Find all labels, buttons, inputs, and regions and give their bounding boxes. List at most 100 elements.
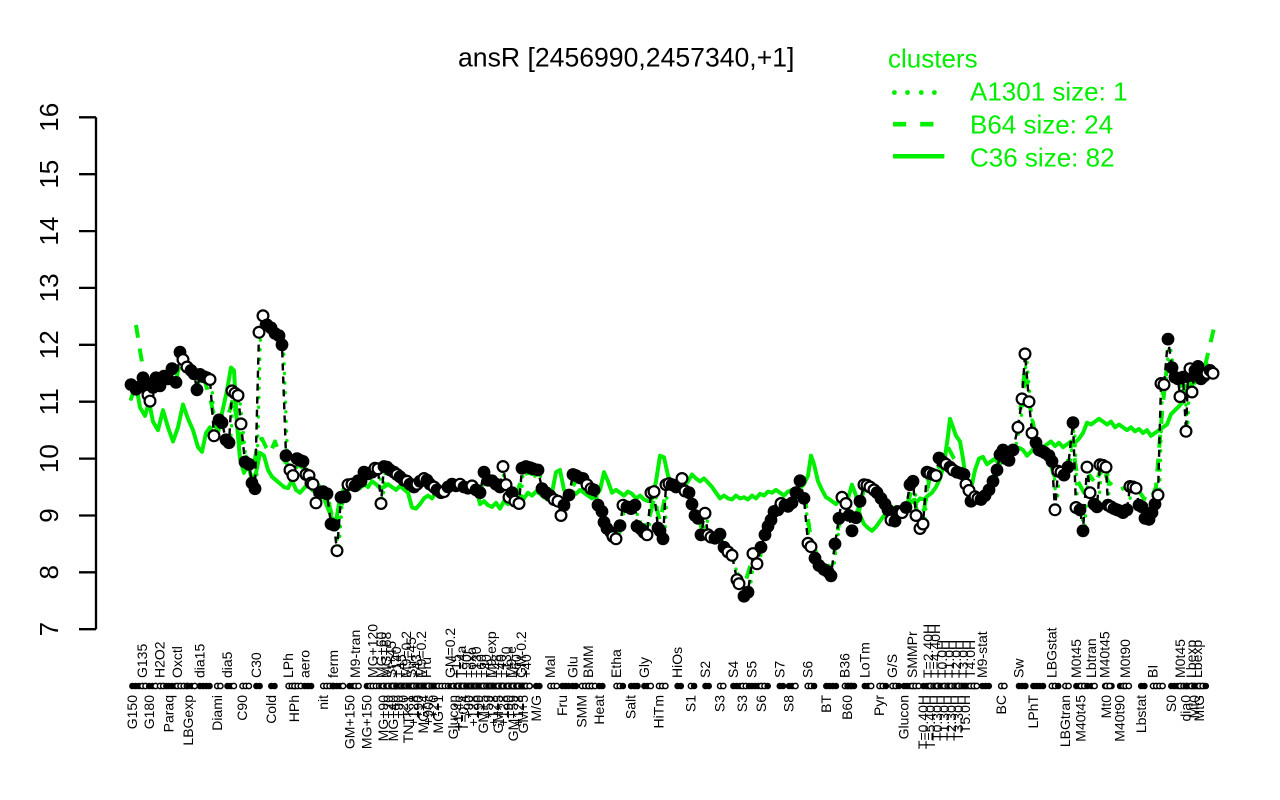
svg-text:+45: +45 [393,654,409,678]
svg-text:St+45: St+45 [383,641,399,678]
svg-text:S5: S5 [744,661,760,678]
svg-text:T0.0H: T0.0H [934,640,950,678]
svg-text:BMM: BMM [580,645,596,678]
svg-text:M9-stat: M9-stat [974,631,990,678]
svg-text:+130: +130 [468,646,484,678]
svg-text:+40: +40 [493,654,509,678]
svg-text:T5.0H: T5.0H [957,695,973,733]
svg-text:HiTm: HiTm [651,695,667,728]
svg-text:MG+60: MG+60 [373,631,389,678]
svg-text:+128: +128 [485,695,501,727]
svg-text:H2O2: H2O2 [152,641,168,678]
svg-text:+1.4e: +1.4e [450,695,466,731]
svg-text:MG+40: MG+40 [385,695,401,742]
svg-text:T=4.40H: T=4.40H [927,624,943,678]
svg-text:GM+5: GM+5 [490,695,506,734]
svg-text:+90: +90 [460,695,476,719]
svg-text:nit: nit [315,695,331,710]
svg-text:HiOs: HiOs [669,647,685,678]
svg-text:MG+68: MG+68 [378,631,394,678]
svg-text:T2.30H: T2.30H [943,695,959,741]
svg-text:T2.0H: T2.0H [948,640,964,678]
svg-text:+130: +130 [498,646,514,678]
svg-text:7: 7 [34,622,64,636]
svg-text:+40: +40 [518,654,534,678]
svg-text:GM+5: GM+5 [515,695,531,734]
svg-text:M9=0.2: M9=0.2 [398,631,414,678]
svg-text:T=5.40H: T=5.40H [922,695,938,749]
svg-text:clusters: clusters [888,44,978,74]
svg-text:BT: BT [818,695,834,713]
svg-text:S8: S8 [781,695,797,712]
svg-text:M40t45: M40t45 [1073,695,1089,742]
svg-text:+128: +128 [465,695,481,727]
svg-text:LoTm: LoTm [856,642,872,678]
svg-text:Sw: Sw [1011,658,1027,678]
svg-text:+59: +59 [480,695,496,719]
svg-text:dia0: dia0 [1177,695,1193,722]
svg-text:dia5: dia5 [219,651,235,678]
svg-text:Etha: Etha [608,649,624,678]
svg-text:LBGstat: LBGstat [1043,627,1059,678]
svg-text:+128: +128 [495,695,511,727]
svg-text:M0t45: M0t45 [1172,639,1188,678]
svg-text:aero: aero [296,650,312,678]
svg-text:Oxctl: Oxctl [169,646,185,678]
svg-text:G180: G180 [141,695,157,729]
svg-text:Gly: Gly [636,657,652,678]
svg-text:M9-tran: M9-tran [347,630,363,678]
svg-text:14: 14 [34,217,64,246]
svg-text:Fru: Fru [554,695,570,716]
svg-text:Lbstat: Lbstat [1133,695,1149,733]
svg-text:GM-0.2: GM-0.2 [513,631,529,678]
svg-text:GM=0.2: GM=0.2 [442,628,458,678]
svg-text:M9-e: M9-e [503,646,519,678]
svg-text:S3: S3 [712,695,728,712]
svg-text:+20: +20 [380,695,396,719]
svg-text:LPh: LPh [280,653,296,678]
svg-text:Lbtran: Lbtran [1083,638,1099,678]
svg-text:Heat: Heat [591,695,607,725]
svg-text:A1301 size: 1: A1301 size: 1 [970,77,1128,107]
svg-text:16: 16 [34,103,64,132]
svg-text:MG+1: MG+1 [430,695,446,734]
svg-text:dia15: dia15 [192,644,208,678]
svg-text:T4.0H: T4.0H [962,640,978,678]
svg-text:Glucon: Glucon [445,695,461,739]
svg-text:+20: +20 [395,695,411,719]
svg-text:+90: +90 [470,695,486,719]
svg-text:Cold: Cold [263,695,279,724]
svg-text:LBGtran: LBGtran [1057,695,1073,747]
svg-text:S0: S0 [1163,695,1179,712]
svg-text:8: 8 [34,565,64,579]
svg-text:T1.30H: T1.30H [936,695,952,741]
svg-text:MG+150: MG+150 [359,695,375,749]
svg-text:+20: +20 [425,695,441,719]
svg-text:+48: +48 [488,654,504,678]
svg-text:LPhT: LPhT [1025,695,1041,729]
svg-text:BI: BI [1145,665,1161,678]
svg-text:TNTK:1: TNTK:1 [400,695,416,743]
svg-text:Mal: Mal [542,655,558,678]
svg-text:+128: +128 [405,695,421,727]
svg-text:T=0.4: T=0.4 [455,695,471,731]
svg-text:+oxo: +oxo [463,647,479,678]
svg-text:M9-exp: M9-exp [483,631,499,678]
svg-text:+60: +60 [508,654,524,678]
svg-text:G150: G150 [124,695,140,729]
svg-text:Mt0: Mt0 [1186,695,1202,719]
svg-text:SMMPr: SMMPr [904,631,920,678]
svg-text:+60: +60 [473,654,489,678]
svg-text:M0t90: M0t90 [1117,639,1133,678]
svg-text:T3.0H: T3.0H [955,640,971,678]
svg-text:G135: G135 [134,644,150,678]
svg-text:+128: +128 [510,695,526,727]
svg-text:+90: +90 [390,695,406,719]
svg-text:S7: S7 [771,661,787,678]
svg-text:C30: C30 [248,652,264,678]
svg-text:S1: S1 [683,695,699,712]
svg-text:LBGexp: LBGexp [180,695,196,746]
svg-text:C36 size: 82: C36 size: 82 [970,143,1115,173]
svg-text:S6: S6 [753,695,769,712]
svg-text:15: 15 [34,160,64,189]
